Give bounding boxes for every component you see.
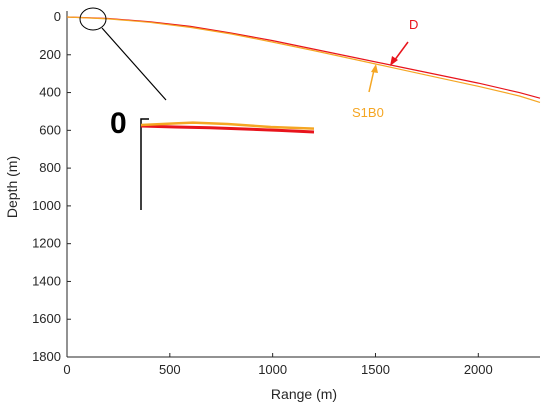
axes: 0 500 1000 1500 2000 0 200 400 600 800 1000 1200 140… [32,9,540,377]
inset-zero-label: 0 [110,107,127,140]
inset-line-s1b0 [140,121,315,130]
inset-line-d [140,124,315,134]
series-line-d [66,16,541,99]
annotation-label-d: D [409,17,418,32]
zoom-indicator [79,7,167,101]
x-axis-label: Range (m) [271,386,337,402]
y-tick-label: 400 [39,85,61,100]
y-tick-label: 1800 [32,349,61,364]
y-tick-label: 600 [39,122,61,137]
x-tick-label: 1500 [361,362,390,377]
zoom-ellipse [79,7,107,31]
series-lines [66,16,541,103]
annotation-arrowhead-d [390,56,398,66]
y-tick-label: 1200 [32,236,61,251]
annotations: D S1B0 [352,17,418,120]
y-tick-label: 200 [39,47,61,62]
y-tick-label: 0 [54,9,61,24]
x-tick-label: 2000 [464,362,493,377]
x-tick-label: 1000 [258,362,287,377]
x-tick-label: 500 [159,362,181,377]
y-tick-label: 1400 [32,273,61,288]
y-tick-label: 1600 [32,311,61,326]
inset-plot: 0 [110,107,315,210]
y-tick-label: 1000 [32,198,61,213]
x-tick-label: 0 [63,362,70,377]
inset-axis-bracket [140,118,149,210]
annotation-arrowhead-s1b0 [371,64,378,73]
annotation-arrow-d [393,41,409,62]
annotation-arrow-s1b0 [368,69,375,93]
annotation-label-s1b0: S1B0 [352,105,384,120]
series-line-s1b0 [66,16,541,103]
zoom-connector [101,27,167,101]
y-tick-label: 800 [39,160,61,175]
y-axis-label: Depth (m) [4,156,20,218]
